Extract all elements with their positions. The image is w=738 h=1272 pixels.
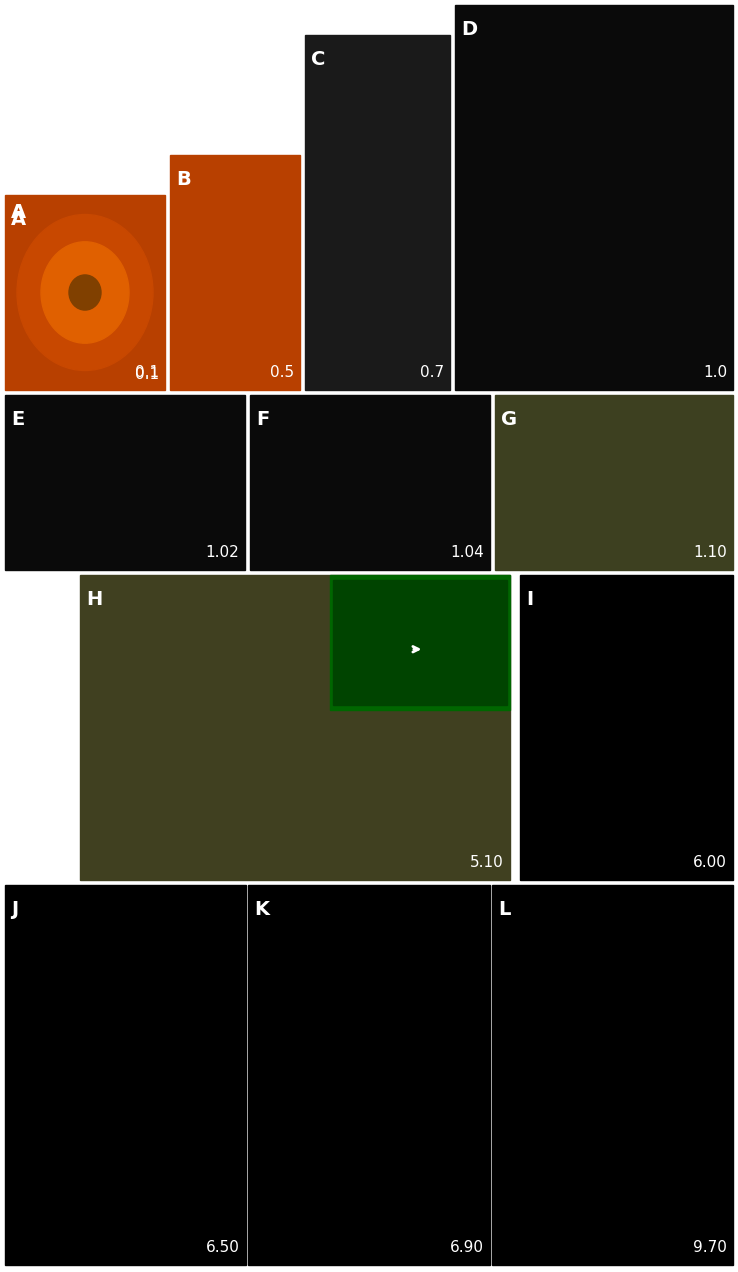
Bar — [248, 885, 490, 1264]
Text: F: F — [256, 411, 269, 429]
Bar — [5, 396, 245, 570]
Ellipse shape — [41, 242, 129, 343]
Text: 0.1: 0.1 — [135, 368, 159, 383]
Text: J: J — [11, 901, 18, 920]
Bar — [492, 885, 733, 1264]
Bar — [330, 575, 510, 710]
Text: K: K — [254, 901, 269, 920]
Text: E: E — [11, 411, 24, 429]
Text: D: D — [461, 20, 477, 39]
Ellipse shape — [17, 215, 153, 370]
Text: 9.70: 9.70 — [693, 1240, 727, 1254]
Text: L: L — [498, 901, 510, 920]
Bar — [333, 580, 507, 705]
Text: 5.10: 5.10 — [470, 855, 504, 870]
Bar — [5, 195, 165, 391]
Bar — [455, 5, 733, 391]
Text: 0.1: 0.1 — [135, 365, 159, 380]
Bar — [250, 396, 490, 570]
Text: H: H — [86, 590, 102, 609]
Text: 1.10: 1.10 — [693, 544, 727, 560]
Text: I: I — [526, 590, 533, 609]
Ellipse shape — [69, 275, 101, 310]
Bar — [305, 36, 450, 391]
Text: 1.04: 1.04 — [450, 544, 484, 560]
Text: A: A — [11, 202, 26, 221]
Text: 1.0: 1.0 — [703, 365, 727, 380]
Text: B: B — [176, 170, 190, 190]
Text: 0.7: 0.7 — [420, 365, 444, 380]
Bar — [170, 155, 300, 391]
Text: C: C — [311, 51, 325, 69]
Text: 6.50: 6.50 — [206, 1240, 240, 1254]
Bar — [495, 396, 733, 570]
Text: G: G — [501, 411, 517, 429]
Bar — [80, 575, 510, 880]
Text: A: A — [11, 210, 26, 229]
Bar — [520, 575, 733, 880]
Text: 0.5: 0.5 — [270, 365, 294, 380]
Text: 6.90: 6.90 — [450, 1240, 484, 1254]
Text: 1.02: 1.02 — [205, 544, 239, 560]
Text: 6.00: 6.00 — [693, 855, 727, 870]
Bar — [5, 885, 246, 1264]
